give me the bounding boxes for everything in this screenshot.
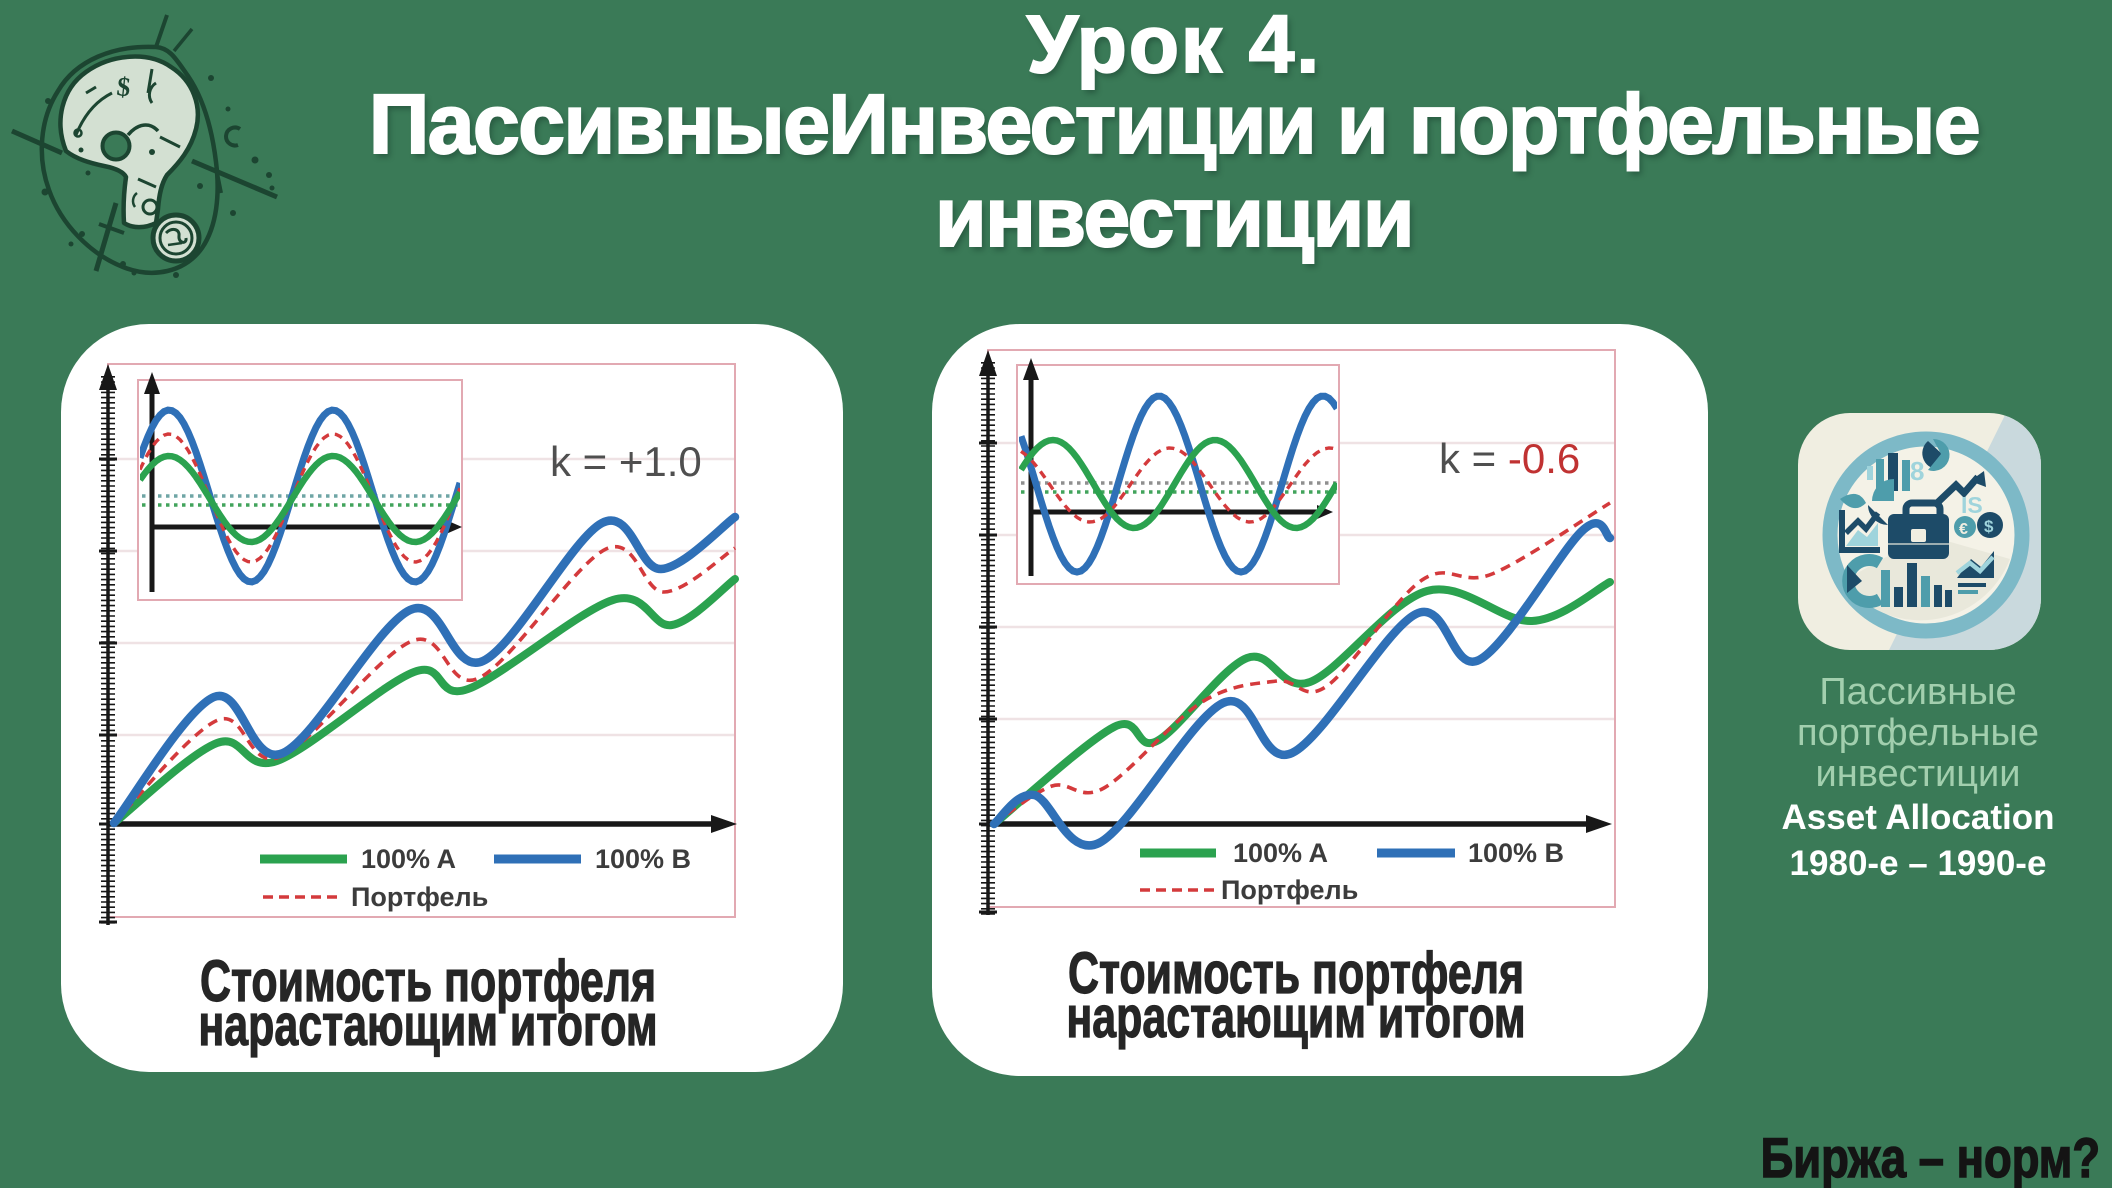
svg-text:100% A: 100% A [361, 844, 456, 874]
svg-text:k = +1.0: k = +1.0 [550, 438, 702, 485]
svg-text:100% B: 100% B [1468, 838, 1564, 868]
svg-text:Портфель: Портфель [351, 882, 488, 912]
svg-text:$: $ [115, 71, 132, 102]
svg-text:Портфель: Портфель [1221, 875, 1358, 905]
svg-text:$: $ [1984, 517, 1994, 536]
svg-text:100% B: 100% B [595, 844, 691, 874]
svg-text:€: € [1959, 521, 1968, 538]
svg-text:8: 8 [1910, 456, 1924, 486]
svg-text:100% A: 100% A [1233, 838, 1328, 868]
svg-text:k = -0.6: k = -0.6 [1439, 435, 1580, 482]
svg-text:IS: IS [1961, 492, 1983, 518]
